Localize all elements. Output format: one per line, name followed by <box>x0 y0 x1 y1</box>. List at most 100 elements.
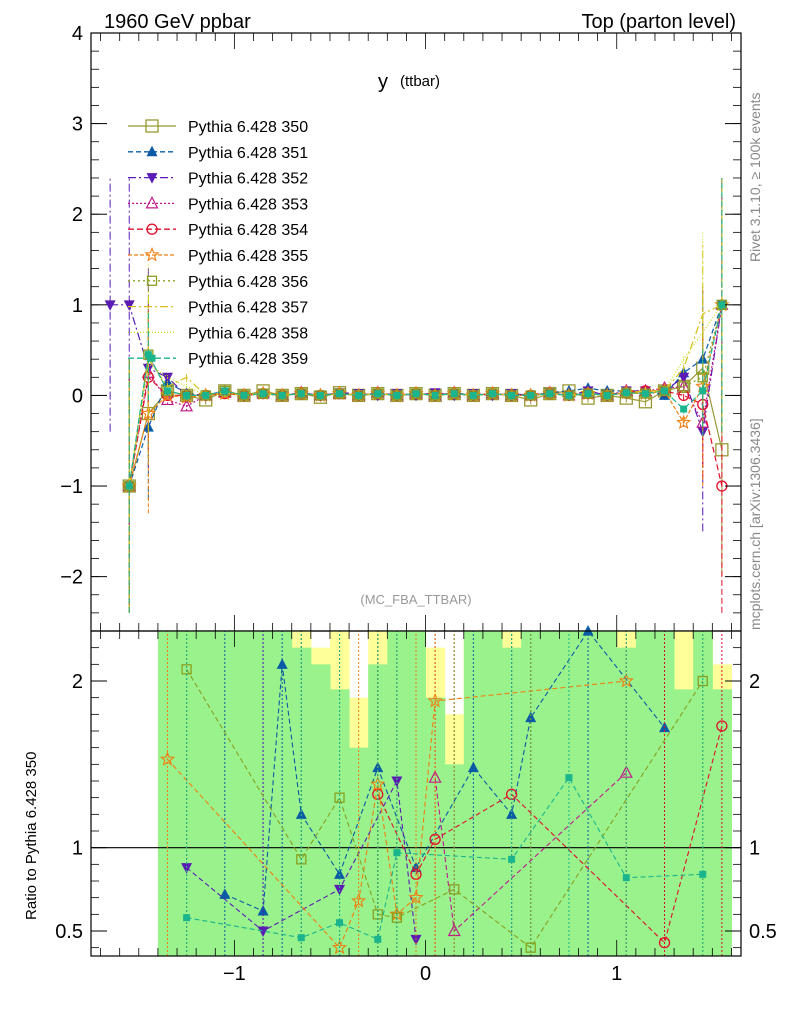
series-pythia-6.428-358 <box>128 177 723 613</box>
data-point <box>259 390 267 398</box>
data-point <box>180 399 194 412</box>
y-tick-label: 3 <box>72 114 83 136</box>
y-tick-label: 4 <box>72 23 83 45</box>
ratio-series-pythia-6.428-354 <box>372 631 728 956</box>
data-point <box>240 391 248 399</box>
data-point <box>546 390 554 398</box>
uncertainty-band-green <box>215 631 235 956</box>
legend-entry: Pythia 6.428 351 <box>128 145 308 162</box>
y-tick-label: 2 <box>72 204 83 226</box>
legend-marker <box>145 119 159 133</box>
data-point <box>355 391 363 399</box>
ratio-point <box>257 926 269 937</box>
data-point <box>144 351 152 359</box>
ratio-point <box>506 808 518 819</box>
ratio-point <box>219 888 231 899</box>
data-point <box>163 387 171 395</box>
uncertainty-band-green <box>559 631 579 956</box>
data-point <box>680 405 688 413</box>
legend-label: Pythia 6.428 357 <box>188 300 308 317</box>
x-tick-label: −1 <box>223 963 246 985</box>
series-line <box>110 304 723 432</box>
data-point <box>412 390 420 398</box>
legend-label: Pythia 6.428 355 <box>188 248 308 265</box>
ratio-point <box>449 884 460 895</box>
uncertainty-band-green <box>444 764 465 956</box>
ratio-y-tick-label: 1 <box>72 838 83 860</box>
main-title-sub: (ttbar) <box>400 73 440 90</box>
legend-marker <box>146 145 158 157</box>
ratio-point <box>391 776 403 787</box>
data-point <box>508 391 516 399</box>
ratio-point <box>408 889 424 905</box>
series-pythia-6.428-355 <box>121 177 730 613</box>
ratio-y-tick-label-right: 1 <box>749 838 760 860</box>
data-point <box>622 389 630 397</box>
analysis-watermark: (MC_FBA_TTBAR) <box>360 592 471 607</box>
mcplots-label: mcplots.cern.ch [arXiv:1306.3436] <box>747 418 763 630</box>
uncertainty-band-green <box>157 631 178 956</box>
uncertainty-band-green <box>540 631 560 956</box>
ratio-point <box>334 868 346 879</box>
legend-label: Pythia 6.428 353 <box>188 196 308 213</box>
data-point <box>527 391 535 399</box>
data-point <box>125 482 133 490</box>
ratio-y-tick-label: 2 <box>72 671 83 693</box>
legend-marker <box>145 196 159 209</box>
data-point <box>221 387 229 395</box>
series-pythia-6.428-359 <box>125 177 726 613</box>
ratio-point <box>183 914 191 922</box>
y-tick-label: 1 <box>72 295 83 317</box>
legend-label: Pythia 6.428 350 <box>188 119 308 136</box>
legend-entry: Pythia 6.428 354 <box>128 222 308 239</box>
data-point <box>603 391 611 399</box>
ratio-point <box>525 711 537 723</box>
data-point <box>140 405 156 421</box>
uncertainty-band-green <box>253 631 274 956</box>
ratio-point <box>467 761 479 773</box>
ratio-point <box>697 675 708 687</box>
ratio-point <box>336 919 344 927</box>
legend-label: Pythia 6.428 351 <box>188 145 308 162</box>
ratio-point <box>276 658 288 669</box>
ratio-point <box>658 937 671 949</box>
legend-entry: Pythia 6.428 357 <box>128 300 308 317</box>
legend-marker <box>146 173 158 184</box>
ratio-axis-ticks: 0.5 0.5 1 1 2 2 −1 0 1 <box>55 631 777 985</box>
data-point <box>316 391 324 399</box>
legend-marker <box>148 354 156 362</box>
uncertainty-band-green <box>502 647 522 956</box>
uncertainty-band-green <box>578 631 599 956</box>
data-point <box>450 390 458 398</box>
data-point <box>676 414 692 430</box>
series-pythia-6.428-357 <box>128 177 723 613</box>
data-point <box>718 301 726 309</box>
ratio-point <box>699 870 707 878</box>
uncertainty-band-green <box>482 631 503 956</box>
ratio-point <box>393 849 401 857</box>
ratio-point <box>565 774 573 782</box>
uncertainty-band-green <box>616 647 637 956</box>
legend-marker <box>146 275 158 286</box>
legend-label: Pythia 6.428 352 <box>188 171 308 188</box>
uncertainty-band-green <box>635 631 656 956</box>
legend-entry: Pythia 6.428 355 <box>128 246 308 265</box>
ratio-y-tick-label-right: 2 <box>749 671 760 693</box>
data-point <box>678 381 689 392</box>
ratio-y-tick-label-right: 0.5 <box>749 921 777 943</box>
data-point <box>584 390 592 398</box>
data-point <box>393 391 401 399</box>
legend-entry: Pythia 6.428 356 <box>128 274 308 291</box>
uncertainty-band-green <box>177 631 197 956</box>
uncertainty-band-green <box>674 689 694 956</box>
ratio-frame <box>90 630 742 957</box>
data-point <box>123 300 135 311</box>
ratio-point <box>410 934 422 946</box>
ratio-panel: 0.5 0.5 1 1 2 2 −1 0 1 Ratio to Pythia 6.428 350 <box>23 625 777 985</box>
series-line <box>128 367 723 487</box>
ratio-line <box>186 669 704 949</box>
legend-entry: Pythia 6.428 358 <box>128 325 308 342</box>
ratio-line <box>186 776 703 941</box>
data-point <box>488 390 496 398</box>
